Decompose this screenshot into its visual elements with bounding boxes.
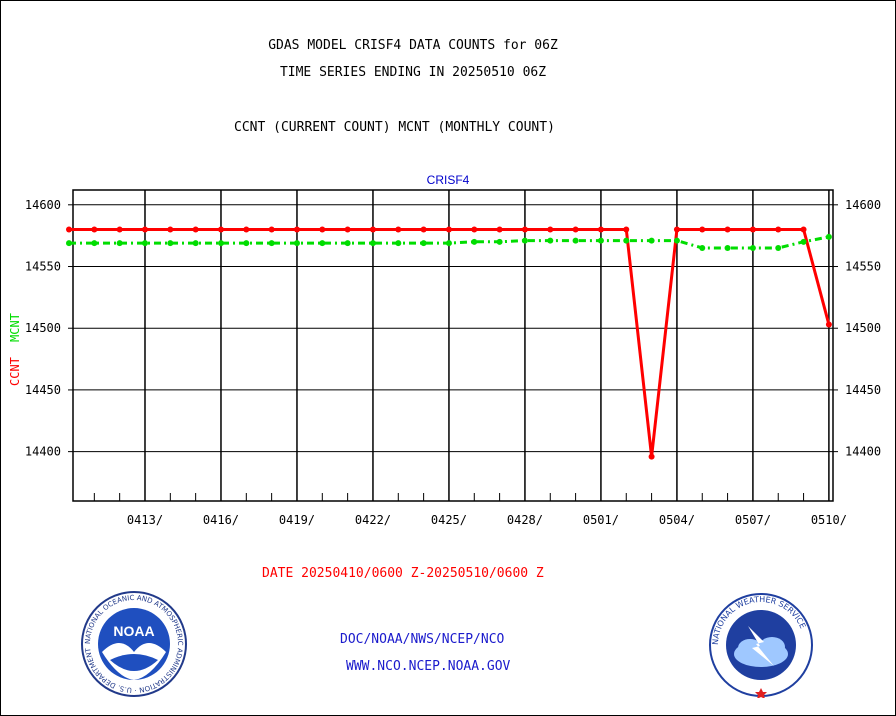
date-range-label: DATE 20250410/0600 Z-20250510/0600 Z xyxy=(262,566,544,581)
data-point-mcnt xyxy=(420,240,427,247)
data-point-ccnt xyxy=(91,226,98,233)
data-point-mcnt xyxy=(471,238,478,245)
data-point-mcnt xyxy=(521,237,528,244)
y-tick-label-right: 14500 xyxy=(845,321,881,335)
panel-title: CRISF4 xyxy=(427,173,470,187)
x-tick-label: 0419/ xyxy=(279,513,315,527)
data-point-ccnt xyxy=(167,226,174,233)
data-point-mcnt xyxy=(623,237,630,244)
x-tick-label: 0422/ xyxy=(355,513,391,527)
chart-title-line-1: GDAS MODEL CRISF4 DATA COUNTS for 06Z xyxy=(268,38,558,53)
data-point-ccnt xyxy=(724,226,731,233)
data-point-ccnt xyxy=(623,226,630,233)
plot-area xyxy=(72,189,834,502)
data-point-ccnt xyxy=(673,226,680,233)
chart-subtitle: CCNT (CURRENT COUNT) MCNT (MONTHLY COUNT… xyxy=(234,120,555,135)
data-point-mcnt xyxy=(293,240,300,247)
x-tick-label: 0425/ xyxy=(431,513,467,527)
data-point-mcnt xyxy=(91,240,98,247)
y-tick-label-right: 14450 xyxy=(845,383,881,397)
data-point-mcnt xyxy=(66,240,72,247)
data-point-ccnt xyxy=(420,226,427,233)
data-point-mcnt xyxy=(724,245,731,252)
series-layer xyxy=(66,226,832,460)
data-point-ccnt xyxy=(192,226,199,233)
grid-lines xyxy=(73,190,833,501)
data-point-ccnt xyxy=(521,226,528,233)
data-point-ccnt xyxy=(217,226,224,233)
chart-title-line-2: TIME SERIES ENDING IN 20250510 06Z xyxy=(279,65,547,80)
org-path-label: DOC/NOAA/NWS/NCEP/NCO xyxy=(340,632,505,647)
data-point-mcnt xyxy=(648,237,655,244)
y-label-ccnt: CCNT xyxy=(8,357,22,386)
x-tick-label: 0413/ xyxy=(127,513,163,527)
data-point-ccnt xyxy=(293,226,300,233)
axes: 14400 14400 14450 14450 14500 14500 14550 14550… xyxy=(25,198,881,527)
data-point-mcnt xyxy=(572,237,579,244)
data-point-ccnt xyxy=(648,453,655,460)
x-tick-label: 0428/ xyxy=(507,513,543,527)
data-point-ccnt xyxy=(445,226,452,233)
y-tick-label-right: 14400 xyxy=(845,445,881,459)
nws-logo-icon: NATIONAL WEATHER SERVICE xyxy=(709,593,813,698)
data-point-ccnt xyxy=(395,226,402,233)
data-point-ccnt xyxy=(471,226,478,233)
data-point-mcnt xyxy=(141,240,148,247)
data-point-ccnt xyxy=(572,226,579,233)
x-tick-label: 0504/ xyxy=(659,513,695,527)
data-point-mcnt xyxy=(268,240,275,247)
y-tick-label-right: 14600 xyxy=(845,198,881,212)
data-point-ccnt xyxy=(800,226,807,233)
data-point-ccnt xyxy=(243,226,250,233)
y-tick-label-left: 14450 xyxy=(25,383,61,397)
data-point-mcnt xyxy=(496,238,503,245)
data-point-mcnt xyxy=(319,240,326,247)
data-point-mcnt xyxy=(825,233,832,240)
y-tick-label-right: 14550 xyxy=(845,260,881,274)
data-point-mcnt xyxy=(116,240,123,247)
data-point-ccnt xyxy=(268,226,275,233)
y-label-mcnt: MCNT xyxy=(8,313,22,342)
y-tick-label-left: 14550 xyxy=(25,260,61,274)
website-label: WWW.NCO.NCEP.NOAA.GOV xyxy=(346,659,511,674)
x-tick-label: 0510/ xyxy=(811,513,847,527)
data-point-mcnt xyxy=(800,238,807,245)
noaa-logo-icon: NATIONAL OCEANIC AND ATMOSPHERIC ADMINIS… xyxy=(80,590,187,697)
data-point-ccnt xyxy=(775,226,782,233)
x-tick-label: 0507/ xyxy=(735,513,771,527)
data-point-ccnt xyxy=(825,321,832,328)
data-point-mcnt xyxy=(395,240,402,247)
data-point-mcnt xyxy=(775,245,782,252)
data-point-ccnt xyxy=(116,226,123,233)
data-point-ccnt xyxy=(597,226,604,233)
y-tick-label-left: 14400 xyxy=(25,445,61,459)
data-point-ccnt xyxy=(344,226,351,233)
data-point-mcnt xyxy=(445,240,452,247)
data-point-ccnt xyxy=(66,226,72,233)
x-tick-label: 0501/ xyxy=(583,513,619,527)
data-point-ccnt xyxy=(141,226,148,233)
data-point-mcnt xyxy=(369,240,376,247)
data-point-mcnt xyxy=(167,240,174,247)
data-point-ccnt xyxy=(369,226,376,233)
data-point-ccnt xyxy=(319,226,326,233)
data-point-mcnt xyxy=(673,237,680,244)
y-tick-label-left: 14500 xyxy=(25,321,61,335)
y-tick-label-left: 14600 xyxy=(25,198,61,212)
data-point-ccnt xyxy=(699,226,706,233)
data-point-mcnt xyxy=(192,240,199,247)
data-point-ccnt xyxy=(749,226,756,233)
data-point-ccnt xyxy=(547,226,554,233)
data-point-mcnt xyxy=(243,240,250,247)
data-point-mcnt xyxy=(217,240,224,247)
x-tick-label: 0416/ xyxy=(203,513,239,527)
data-point-mcnt xyxy=(547,237,554,244)
data-point-ccnt xyxy=(496,226,503,233)
data-point-mcnt xyxy=(749,245,756,252)
data-point-mcnt xyxy=(699,245,706,252)
data-point-mcnt xyxy=(344,240,351,247)
data-point-mcnt xyxy=(597,237,604,244)
noaa-logo-text: NOAA xyxy=(113,623,154,639)
